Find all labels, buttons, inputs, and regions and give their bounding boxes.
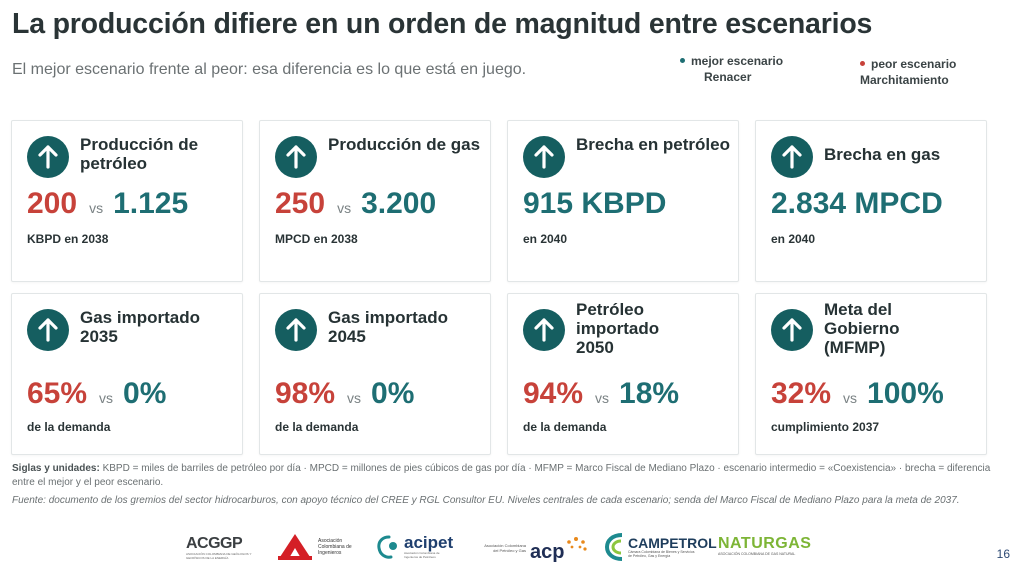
logo-name: NATURGAS xyxy=(718,535,812,552)
acp-logo: Asociación Colombiana del Petróleo y Gas… xyxy=(480,534,588,562)
card-note: KBPD en 2038 xyxy=(27,232,109,246)
logo-strip: ACGGP ASOCIACIÓN COLOMBIANA DE GEÓLOGOS … xyxy=(0,528,1024,568)
footnote: Siglas y unidades: KBPD = miles de barri… xyxy=(12,462,1002,490)
card-values: 98% vs 0% xyxy=(275,377,414,415)
naturgas-logo: NATURGAS ASOCIACIÓN COLOMBIANA DE GAS NA… xyxy=(718,536,814,557)
legend-best-name: Renacer xyxy=(704,70,752,84)
card-title: Petróleo importado 2050 xyxy=(576,300,660,357)
arrow-up-icon xyxy=(523,309,565,351)
logo-name: CAMPETROL xyxy=(628,535,717,551)
logo-caption: Asociación Colombiana de Ingenieros de P… xyxy=(404,551,440,559)
vs-label: vs xyxy=(843,390,858,406)
legend-best: mejor escenario Renacer xyxy=(680,53,783,85)
card-gas-importado-2035: Gas importado 2035 65% vs 0% de la demanda xyxy=(11,293,243,455)
legend-worst: peor escenario Marchitamiento xyxy=(860,56,956,88)
worst-value: 32% xyxy=(771,377,832,410)
campetrol-mark-icon xyxy=(604,533,623,561)
card-brecha-petroleo: Brecha en petróleo 915 KBPD en 2040 xyxy=(507,120,739,282)
card-note: de la demanda xyxy=(275,420,359,434)
arrow-up-icon xyxy=(275,136,317,178)
card-title: Gas importado 2035 xyxy=(80,308,200,346)
card-values: 65% vs 0% xyxy=(27,377,166,415)
logo-caption: ASOCIACIÓN COLOMBIANA DE GEÓLOGOS Y GEOF… xyxy=(186,552,252,560)
card-title: Brecha en gas xyxy=(824,145,941,164)
card-brecha-gas: Brecha en gas 2.834 MPCD en 2040 xyxy=(755,120,987,282)
card-values: 94% vs 18% xyxy=(523,377,679,415)
card-produccion-gas: Producción de gas 250 vs 3.200 MPCD en 203… xyxy=(259,120,491,282)
logo-name: acp xyxy=(530,541,565,563)
footnote-label: Siglas y unidades: xyxy=(12,463,100,474)
worst-value: 200 xyxy=(27,187,78,220)
logo-name: acipet xyxy=(404,533,454,552)
vs-label: vs xyxy=(337,200,352,216)
legend-worst-name: Marchitamiento xyxy=(860,73,949,87)
vs-label: vs xyxy=(347,390,362,406)
card-values: 2.834 MPCD xyxy=(771,187,943,221)
arrow-up-icon xyxy=(523,136,565,178)
page-number: 16 xyxy=(996,547,1010,561)
acggp-logo: ACGGP ASOCIACIÓN COLOMBIANA DE GEÓLOGOS … xyxy=(186,535,256,561)
acp-sun-icon xyxy=(567,537,588,551)
card-meta-gobierno: Meta del Gobierno (MFMP) 32% vs 100% cumpl… xyxy=(755,293,987,455)
card-note: cumplimiento 2037 xyxy=(771,420,880,434)
acipet-mark-icon xyxy=(377,535,397,559)
card-produccion-petroleo: Producción de petróleo 200 vs 1.125 KBPD e… xyxy=(11,120,243,282)
best-dot-icon xyxy=(680,58,685,64)
legend-best-label: mejor escenario xyxy=(691,54,784,68)
aciem-mark-icon xyxy=(278,534,312,560)
best-value: 915 KBPD xyxy=(523,187,667,220)
campetrol-logo: CAMPETROL Cámara Colombiana de Bienes y … xyxy=(604,532,717,562)
arrow-up-icon xyxy=(771,309,813,351)
logo-caption: ASOCIACIÓN COLOMBIANA DE GAS NATURAL xyxy=(718,552,796,556)
best-value: 1.125 xyxy=(113,187,189,220)
worst-value: 94% xyxy=(523,377,584,410)
vs-label: vs xyxy=(595,390,610,406)
card-title: Brecha en petróleo xyxy=(576,135,730,154)
page-subtitle: El mejor escenario frente al peor: esa d… xyxy=(12,61,527,78)
best-value: 3.200 xyxy=(361,187,437,220)
card-title: Meta del Gobierno (MFMP) xyxy=(824,300,900,357)
card-values: 250 vs 3.200 xyxy=(275,187,436,225)
page-title: La producción difiere en un orden de mag… xyxy=(12,8,873,40)
card-values: 200 vs 1.125 xyxy=(27,187,188,225)
card-petroleo-importado-2050: Petróleo importado 2050 94% vs 18% de la d… xyxy=(507,293,739,455)
logo-name: ACGGP xyxy=(186,535,243,552)
best-value: 0% xyxy=(123,377,167,410)
aciem-logo: Asociación Colombiana de Ingenieros xyxy=(276,532,358,562)
worst-value: 65% xyxy=(27,377,88,410)
worst-dot-icon xyxy=(860,61,865,67)
card-title: Producción de petróleo xyxy=(80,135,199,173)
card-note: en 2040 xyxy=(523,232,568,246)
source-note: Fuente: documento de los gremios del sec… xyxy=(12,495,960,506)
card-gas-importado-2045: Gas importado 2045 98% vs 0% de la demanda xyxy=(259,293,491,455)
best-value: 18% xyxy=(619,377,680,410)
logo-caption: Asociación Colombiana de Ingenieros xyxy=(318,538,352,556)
arrow-up-icon xyxy=(27,136,69,178)
arrow-up-icon xyxy=(27,309,69,351)
card-note: de la demanda xyxy=(523,420,607,434)
card-values: 915 KBPD xyxy=(523,187,666,221)
best-value: 2.834 MPCD xyxy=(771,187,943,220)
legend-worst-label: peor escenario xyxy=(871,57,957,71)
acipet-logo: acipet Asociación Colombiana de Ingenier… xyxy=(376,534,454,560)
logo-caption: Cámara Colombiana de Bienes y Servicios … xyxy=(628,550,695,558)
arrow-up-icon xyxy=(771,136,813,178)
worst-value: 250 xyxy=(275,187,326,220)
card-title: Gas importado 2045 xyxy=(328,308,448,346)
card-title: Producción de gas xyxy=(328,135,481,154)
worst-value: 98% xyxy=(275,377,336,410)
vs-label: vs xyxy=(89,200,104,216)
footnote-text: KBPD = miles de barriles de petróleo por… xyxy=(12,463,991,488)
card-note: de la demanda xyxy=(27,420,111,434)
best-value: 100% xyxy=(867,377,944,410)
card-note: en 2040 xyxy=(771,232,816,246)
logo-caption: Asociación Colombiana del Petróleo y Gas xyxy=(484,543,526,553)
card-values: 32% vs 100% xyxy=(771,377,944,415)
arrow-up-icon xyxy=(275,309,317,351)
vs-label: vs xyxy=(99,390,114,406)
card-note: MPCD en 2038 xyxy=(275,232,358,246)
best-value: 0% xyxy=(371,377,415,410)
